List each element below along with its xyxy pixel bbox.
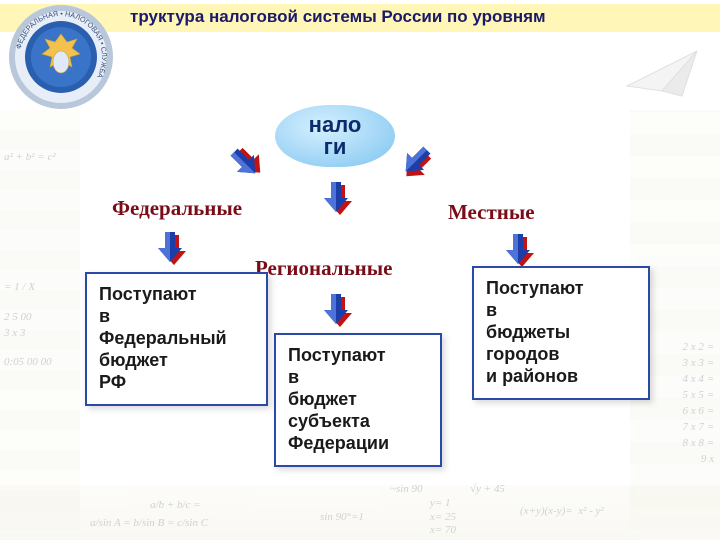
math-text: 3 x 3 [4,326,25,340]
math-text: 2 x 2 = [682,340,714,354]
math-text: 0:05 00 00 [4,355,52,369]
category-federal: Федеральные [112,196,242,221]
root-node: нало ги [275,105,395,167]
category-regional: Региональные [255,256,393,281]
math-text: 7 x 7 = [682,420,714,434]
math-text: a² + b² = c² [4,150,56,164]
bg-math-left: a² + b² = c² = 1 / X 2 5 00 3 x 3 0:05 0… [0,110,80,530]
slide: a² + b² = c² = 1 / X 2 5 00 3 x 3 0:05 0… [0,0,720,540]
math-text: √y + 45 [470,482,505,496]
math-text: sin 90°=1 [320,510,364,524]
tax-service-emblem-icon: ФЕДЕРАЛЬНАЯ • НАЛОГОВАЯ • СЛУЖБА [6,2,116,112]
math-text: 2 5 00 [4,310,32,324]
paper-plane-icon [622,46,702,101]
math-text: 4 x 4 = [682,372,714,386]
math-text: 9 x [701,452,714,466]
local-box: Поступают в бюджеты городов и районов [472,266,650,400]
arrow-local-to-box [500,230,536,266]
math-text: ~sin 90 [390,482,423,496]
bg-math-bottom: a/sin A = b/sin B = c/sin C a/b + b/c = … [0,485,720,540]
arrow-root-to-local [392,135,443,186]
math-text: = 1 / X [4,280,35,294]
math-text: a/b + b/c = [150,498,203,512]
arrow-federal-to-box [152,228,188,264]
math-text: 6 x 6 = [682,404,714,418]
slide-title: труктура налоговой системы России по уро… [130,7,546,27]
arrow-root-to-federal [219,137,270,188]
regional-box: Поступают в бюджет субъекта Федерации [274,333,442,467]
category-local: Местные [448,200,535,225]
math-text: 8 x 8 = [682,436,714,450]
arrow-root-to-regional [318,178,354,214]
math-text: x= 70 [430,523,456,537]
arrow-regional-to-box [318,290,354,326]
math-text: y= 1 [430,496,451,510]
root-label: нало ги [309,114,362,158]
math-text: 5 x 5 = [682,388,714,402]
math-text: (x+y)(x-y)= x² - y² [520,504,604,518]
math-text: a/sin A = b/sin B = c/sin C [90,516,208,530]
federal-box: Поступают в Федеральный бюджет РФ [85,272,268,406]
math-text: 3 x 3 = [682,356,714,370]
